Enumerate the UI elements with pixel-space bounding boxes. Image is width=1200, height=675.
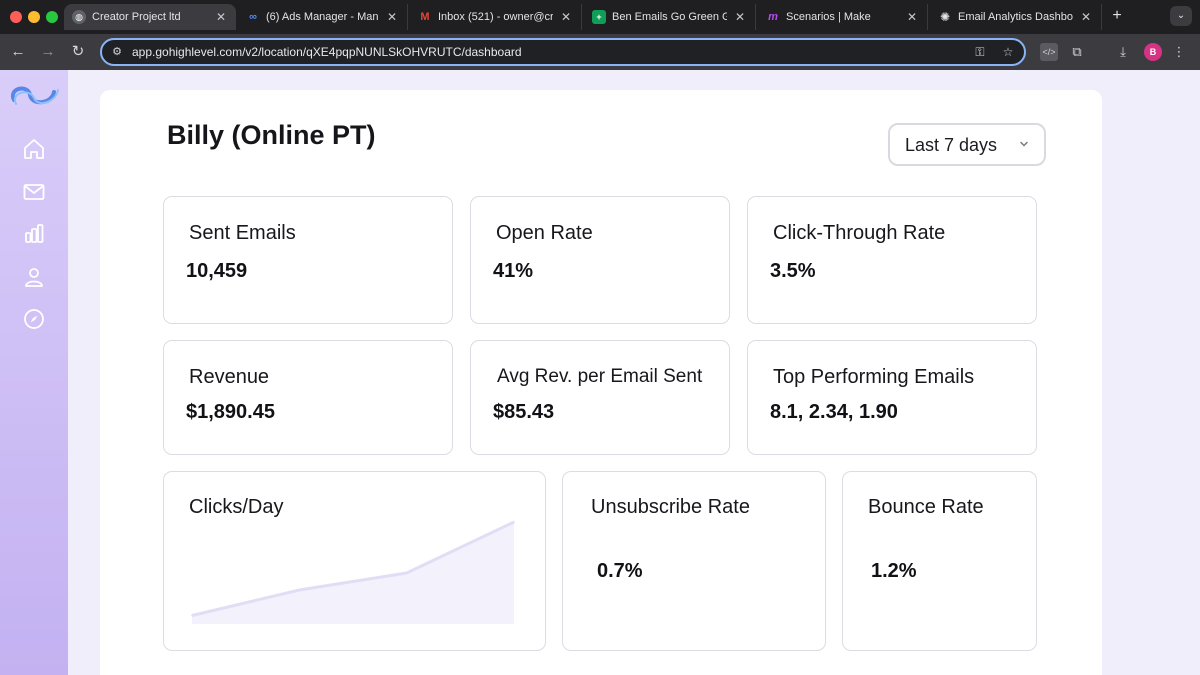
card-value: $85.43 — [493, 401, 555, 423]
chart-line — [191, 520, 515, 617]
tab-sheets[interactable]: + Ben Emails Go Green Gr ✕ — [584, 4, 756, 30]
card-label: Clicks/Day — [189, 496, 284, 518]
address-bar[interactable]: ⚙ app.gohighlevel.com/v2/location/qXE4pq… — [100, 38, 1026, 66]
openai-icon: ✺ — [939, 10, 951, 24]
meta-icon: ∞ — [249, 11, 257, 23]
home-icon[interactable] — [22, 137, 46, 161]
logo-icon[interactable] — [6, 80, 62, 110]
tab-title: Creator Project ltd — [92, 11, 181, 23]
close-icon[interactable]: ✕ — [215, 10, 227, 24]
extensions-puzzle-icon[interactable]: ⧉ — [1072, 44, 1082, 59]
tab-title: Email Analytics Dashbo — [958, 11, 1073, 23]
revenue-card: Revenue $1,890.45 — [163, 340, 453, 455]
sheets-icon: + — [592, 10, 606, 24]
click-through-rate-card: Click-Through Rate 3.5% — [747, 196, 1037, 324]
unsubscribe-rate-card: Unsubscribe Rate 0.7% — [562, 471, 826, 651]
card-value: 0.7% — [597, 560, 643, 582]
sent-emails-card: Sent Emails 10,459 — [163, 196, 453, 324]
forward-button[interactable]: → — [40, 43, 56, 60]
card-label: Avg Rev. per Email Sent — [497, 366, 703, 387]
close-icon[interactable]: ✕ — [734, 10, 746, 24]
maximize-window-button[interactable] — [46, 11, 58, 23]
bar-chart-icon[interactable] — [22, 222, 46, 246]
chart-point-2 — [405, 572, 408, 574]
compass-icon[interactable] — [22, 307, 46, 331]
key-icon[interactable]: ⚿ — [975, 45, 985, 59]
chart-point-0 — [191, 614, 193, 617]
card-label: Click-Through Rate — [773, 222, 946, 244]
download-icon[interactable]: ⤓ — [1120, 44, 1126, 59]
tab-creator-project[interactable]: ◍ Creator Project ltd ✕ — [64, 4, 236, 30]
close-window-button[interactable] — [10, 11, 22, 23]
tab-title: Scenarios | Make — [786, 11, 871, 23]
close-icon[interactable]: ✕ — [906, 10, 918, 24]
top-performing-emails-card: Top Performing Emails 8.1, 2.34, 1.90 — [747, 340, 1037, 455]
chart-point-3 — [513, 521, 515, 523]
mail-icon[interactable] — [22, 180, 46, 204]
card-label: Open Rate — [496, 222, 593, 244]
profile-avatar[interactable]: B — [1144, 43, 1162, 61]
page-title: Billy (Online PT) — [167, 120, 376, 150]
browser-toolbar: ← → ↻ ⚙ app.gohighlevel.com/v2/location/… — [0, 34, 1200, 70]
tab-make-scenarios[interactable]: m Scenarios | Make ✕ — [758, 4, 928, 30]
chevron-down-icon — [1020, 141, 1028, 147]
tab-title: Inbox (521) - owner@cre — [438, 11, 553, 23]
date-range-label: Last 7 days — [905, 135, 998, 155]
close-icon[interactable]: ✕ — [386, 10, 398, 24]
back-button[interactable]: ← — [10, 43, 26, 60]
avg-revenue-card: Avg Rev. per Email Sent $85.43 — [470, 340, 730, 455]
sidebar — [0, 70, 68, 675]
chart-area — [192, 522, 514, 624]
tab-search-button[interactable]: ⌄ — [1170, 6, 1192, 26]
make-icon: m — [768, 11, 778, 23]
card-value: 41% — [493, 260, 534, 282]
site-settings-icon[interactable]: ⚙ — [112, 46, 122, 58]
browser-tab-bar: ◍ Creator Project ltd ✕ ∞ (6) Ads Manage… — [0, 0, 1200, 34]
tab-title: (6) Ads Manager - Mana — [266, 11, 379, 23]
card-value: 3.5% — [770, 260, 816, 282]
extension-icon[interactable]: </> — [1040, 43, 1058, 61]
clicks-per-day-card: Clicks/Day — [163, 471, 546, 651]
bounce-rate-card: Bounce Rate 1.2% — [842, 471, 1037, 651]
url-text[interactable]: app.gohighlevel.com/v2/location/qXE4pqpN… — [132, 45, 522, 59]
close-icon[interactable]: ✕ — [1080, 10, 1092, 24]
gmail-icon: M — [420, 11, 430, 23]
card-value: 10,459 — [186, 260, 248, 282]
tab-title: Ben Emails Go Green Gr — [612, 11, 727, 23]
tab-email-analytics[interactable]: ✺ Email Analytics Dashbo ✕ — [930, 4, 1102, 30]
card-label: Sent Emails — [189, 222, 296, 244]
card-value: 8.1, 2.34, 1.90 — [770, 401, 898, 423]
card-label: Top Performing Emails — [773, 366, 975, 388]
minimize-window-button[interactable] — [28, 11, 40, 23]
more-menu-icon[interactable]: ⋮ — [1172, 44, 1186, 59]
card-value: 1.2% — [871, 560, 917, 582]
open-rate-card: Open Rate 41% — [470, 196, 730, 324]
tab-ads-manager[interactable]: ∞ (6) Ads Manager - Mana ✕ — [238, 4, 408, 30]
reload-button[interactable]: ↻ — [71, 43, 85, 60]
card-label: Unsubscribe Rate — [591, 496, 750, 518]
date-range-select[interactable]: Last 7 days — [888, 123, 1046, 166]
user-icon[interactable] — [22, 265, 46, 289]
clicks-per-day-chart — [191, 520, 515, 624]
card-value: $1,890.45 — [186, 401, 275, 423]
globe-icon: ◍ — [72, 10, 86, 24]
chart-point-1 — [298, 589, 301, 591]
close-icon[interactable]: ✕ — [560, 10, 572, 24]
new-tab-button[interactable]: + — [1112, 7, 1122, 24]
card-label: Bounce Rate — [868, 496, 984, 518]
card-label: Revenue — [189, 366, 270, 388]
bookmark-star-icon[interactable]: ☆ — [1002, 45, 1014, 59]
tab-gmail-inbox[interactable]: M Inbox (521) - owner@cre ✕ — [410, 4, 582, 30]
